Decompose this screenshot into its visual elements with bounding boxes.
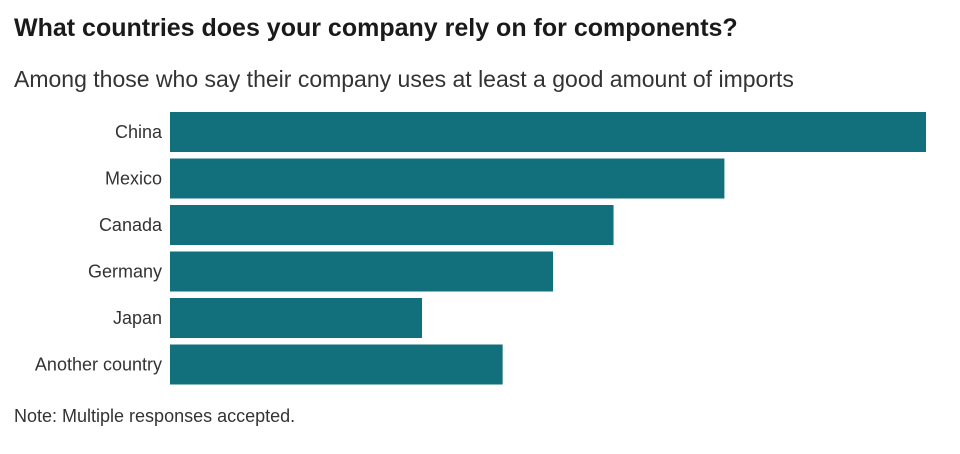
category-label: Another country bbox=[35, 355, 162, 375]
bar-china bbox=[170, 112, 926, 152]
chart-title: What countries does your company rely on… bbox=[14, 14, 738, 42]
bar-canada bbox=[170, 205, 614, 245]
category-label: Canada bbox=[99, 215, 163, 235]
category-label: China bbox=[115, 122, 163, 142]
category-label: Japan bbox=[113, 308, 162, 328]
category-label: Mexico bbox=[105, 169, 162, 189]
category-label: Germany bbox=[88, 262, 162, 282]
bar-another-country bbox=[170, 344, 503, 385]
bar-chart: China Mexico Canada Germany Japan Another cou… bbox=[35, 112, 926, 385]
chart-subtitle: Among those who say their company uses a… bbox=[14, 66, 794, 92]
bar-japan bbox=[170, 298, 422, 338]
chart-note: Note: Multiple responses accepted. bbox=[14, 406, 296, 426]
bar-germany bbox=[170, 251, 554, 292]
bar-mexico bbox=[170, 158, 725, 199]
